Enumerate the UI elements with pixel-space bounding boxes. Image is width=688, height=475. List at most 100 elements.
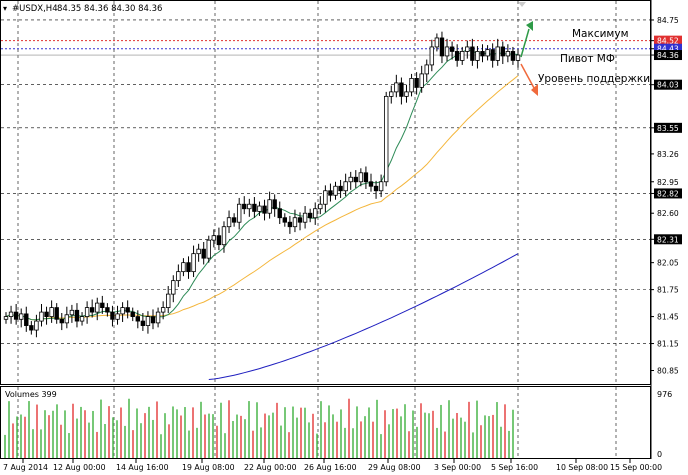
candle-body: [409, 78, 414, 93]
candle-body: [353, 176, 358, 183]
candle-body: [24, 313, 29, 326]
levels-layer: [1, 40, 650, 56]
candle-body: [130, 311, 135, 317]
candle-body: [191, 253, 196, 273]
candle-body: [140, 320, 146, 326]
candle-body: [29, 325, 34, 331]
price-label-bg: [654, 50, 682, 61]
price-tick-label: 81.45: [657, 313, 679, 322]
candle-body: [155, 311, 161, 324]
candle-body: [287, 221, 293, 228]
price-tick-label: 82.31: [657, 235, 679, 244]
candle-body: [247, 203, 252, 210]
price-tick-label: 82.95: [657, 178, 679, 187]
candle-body: [3, 316, 9, 320]
candle-body: [383, 95, 389, 183]
price-label-bg: [654, 122, 682, 133]
candle-body: [166, 293, 171, 308]
price-tick-label: 82.60: [657, 209, 679, 218]
candle-body: [307, 212, 313, 219]
candle-body: [221, 226, 227, 246]
time-label: 26 Aug 16:00: [304, 463, 357, 472]
candle-body: [74, 309, 80, 322]
chart-header-arrow-icon[interactable]: ▾: [3, 4, 7, 13]
candle-body: [13, 311, 19, 320]
candle-body: [470, 46, 475, 61]
candle-body: [460, 51, 465, 61]
time-label: 14 Aug 16:00: [116, 463, 169, 472]
candle-body: [510, 51, 516, 61]
candle-body: [186, 262, 191, 273]
candle-body: [500, 46, 505, 57]
candle-body: [171, 280, 176, 295]
candle-body: [394, 82, 399, 93]
price-tick-label: 84.52: [657, 37, 679, 46]
candle-body: [429, 46, 435, 66]
candle-body: [206, 239, 211, 259]
candle-body: [373, 185, 379, 192]
candle-body: [181, 262, 186, 273]
price-tick-label: 81.15: [657, 340, 679, 349]
candle-body: [505, 51, 511, 57]
candle-body: [515, 54, 521, 61]
candle-body: [211, 235, 217, 241]
time-label: 22 Aug 00:00: [244, 463, 297, 472]
candle-body: [399, 82, 404, 97]
candle-body: [333, 185, 338, 196]
candle-body: [95, 302, 100, 313]
support-label: Уровень поддержки: [538, 73, 650, 85]
candle-body: [454, 51, 460, 61]
max-label: Максимум: [572, 28, 629, 40]
candle-body: [8, 311, 14, 317]
candle-body: [490, 49, 495, 61]
candle-body: [272, 199, 277, 210]
price-tick-label: 81.75: [657, 286, 679, 295]
candle-body: [64, 314, 70, 324]
candle-body: [267, 199, 272, 214]
candle-body: [323, 190, 328, 205]
price-label-bg: [654, 35, 682, 46]
time-label: 15 Sep 00:00: [610, 463, 662, 472]
candle-body: [135, 316, 141, 322]
candle-body: [19, 313, 24, 320]
candle-body: [313, 208, 318, 219]
candle-body: [424, 64, 429, 75]
arrow-up-line: [520, 28, 530, 58]
candle-body: [439, 37, 445, 57]
price-tick-label: 83.55: [657, 124, 679, 133]
candle-body: [39, 311, 44, 322]
annotation-arrows: [520, 21, 538, 96]
candle-body: [252, 203, 257, 212]
price-tick-label: 80.85: [657, 367, 679, 376]
candle-body: [100, 302, 105, 309]
candle-body: [475, 51, 480, 61]
candle-body: [414, 78, 419, 88]
volume-max-label: 976: [657, 390, 672, 399]
candle-body: [485, 49, 490, 57]
candle-body: [150, 316, 156, 324]
candle-body: [378, 181, 384, 192]
chart-ohlc: 84.35 84.36 84.30 84.36: [57, 4, 162, 14]
candle-body: [419, 73, 424, 88]
candle-body: [236, 203, 242, 223]
candle-body: [292, 217, 298, 228]
candle-body: [495, 46, 500, 61]
candle-body: [363, 172, 369, 183]
price-tick-label: 84.03: [657, 81, 679, 90]
candle-body: [110, 311, 115, 320]
candle-body: [44, 311, 49, 317]
price-label-bg: [654, 79, 682, 90]
candle-body: [343, 181, 348, 192]
candle-body: [196, 248, 201, 255]
candle-body: [120, 307, 125, 315]
price-tick-label: 82.05: [657, 259, 679, 268]
candle-body: [125, 307, 130, 313]
price-tick-label: 82.82: [657, 189, 679, 198]
chart-symbol: #USDX,H4: [12, 4, 58, 14]
grid: [1, 1, 650, 458]
scroll-marker-icon[interactable]: [518, 2, 526, 7]
ma-mid-line: [5, 75, 519, 321]
candle-body: [282, 217, 288, 223]
candle-body: [34, 320, 39, 331]
